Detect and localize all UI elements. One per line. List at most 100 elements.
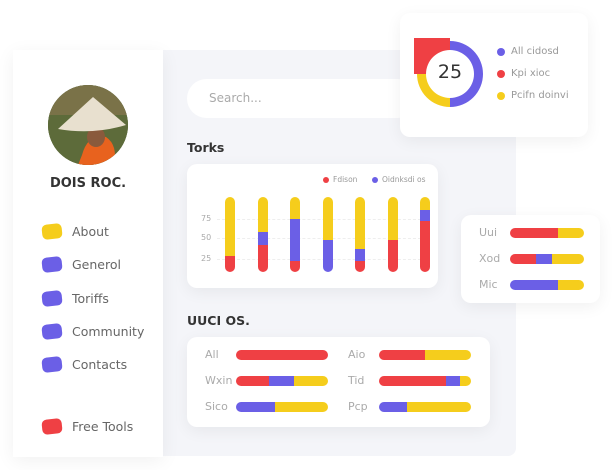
legend-label: All cidosd: [511, 46, 559, 57]
legend-item: Kpi xioc: [497, 68, 569, 79]
bar-segment-red: [379, 375, 447, 386]
bar-segment-yellow: [420, 197, 430, 210]
bar-segment-yellow: [257, 197, 268, 232]
uuci-card: All Wxin Sico Aio Tid Pcp: [187, 337, 490, 427]
y-tick: 75: [201, 214, 212, 223]
search-input[interactable]: Search...: [187, 79, 417, 118]
donut-card: 25 All cidosd Kpi xioc Pcifn doinvi: [400, 13, 588, 137]
donut-slice-red: [414, 38, 450, 74]
legend-dot: [372, 176, 378, 183]
bar-segment-red: [355, 260, 365, 272]
bar-segment-purple: [236, 401, 275, 412]
bar-row: Pcp: [348, 400, 471, 413]
legend-item: Oidnksdi os: [372, 175, 425, 184]
sidebar-item-contacts[interactable]: Contacts: [41, 355, 127, 374]
bar-row: All: [205, 348, 328, 361]
bar-label: Aio: [348, 348, 366, 361]
bar-segment-red: [236, 375, 270, 386]
nav-blob-icon: [41, 289, 63, 308]
bar-segment-yellow: [387, 197, 398, 240]
bar-segment-purple: [257, 231, 268, 245]
bar-label: Sico: [205, 400, 228, 413]
sidebar-item-free-tools[interactable]: Free Tools: [41, 417, 134, 436]
uuci-title: UUCI OS.: [187, 313, 250, 328]
bar-segment-purple: [446, 375, 460, 386]
bar: [257, 197, 268, 272]
bar-segment-purple: [290, 218, 300, 261]
legend-dot: [497, 47, 505, 56]
stacked-bar: [510, 253, 584, 264]
bar-segment-purple: [322, 239, 333, 272]
torks-chart-card: Fdison Oidnksdi os 75 50 25: [187, 164, 438, 288]
sidebar-item-label: Free Tools: [72, 419, 134, 434]
sidebar-item-community[interactable]: Community: [41, 322, 144, 341]
y-tick: 50: [201, 233, 212, 242]
sidebar-item-label: About: [72, 224, 109, 239]
bar-row: Xod: [479, 252, 584, 265]
legend-item: All cidosd: [497, 46, 569, 57]
sidebar-item-generol[interactable]: Generol: [41, 255, 121, 274]
legend-dot: [323, 176, 329, 183]
legend-item: Fdison: [323, 175, 357, 184]
donut-center-value: 25: [437, 61, 463, 83]
nav-blob-icon: [41, 355, 63, 374]
bar-segment-yellow: [225, 197, 235, 256]
bar-segment-yellow: [552, 253, 584, 264]
gridline: [217, 219, 426, 220]
legend-dot: [497, 91, 505, 100]
bar-segment-red: [387, 239, 398, 272]
bar-row: Mic: [479, 278, 584, 291]
bar-segment-yellow: [459, 375, 471, 386]
legend-label: Kpi xioc: [511, 68, 551, 79]
bar: [355, 197, 365, 272]
donut-slice-yellow: [417, 74, 450, 107]
stacked-bar: [510, 279, 584, 290]
bar-segment-red: [225, 255, 235, 272]
bar-segment-red: [379, 349, 425, 360]
bar-segment-purple: [355, 248, 365, 261]
legend-label: Fdison: [333, 175, 358, 184]
nav-blob-icon: [41, 222, 63, 241]
avatar: [48, 85, 128, 165]
stacked-bar: [379, 401, 471, 412]
sidebar-item-label: Generol: [72, 257, 121, 272]
donut-chart: [414, 38, 483, 107]
bar: [322, 197, 333, 272]
bar-label: Xod: [479, 252, 501, 265]
nav-blob-icon: [41, 417, 63, 436]
stacked-bar: [236, 401, 328, 412]
nav-blob-icon: [41, 322, 63, 341]
stacked-bar: [379, 349, 471, 360]
bar: [387, 197, 398, 272]
stacked-bar: [236, 349, 328, 360]
bar-segment-yellow: [406, 401, 471, 412]
bar-label: All: [205, 348, 219, 361]
nav-blob-icon: [41, 255, 63, 274]
torks-title: Torks: [187, 140, 225, 155]
bar-label: Wxin: [205, 374, 233, 387]
sidebar-item-about[interactable]: About: [41, 222, 109, 241]
bar-segment-red: [257, 245, 268, 272]
legend-dot: [497, 69, 505, 78]
legend-item: Pcifn doinvi: [497, 90, 569, 101]
bar: [420, 197, 430, 272]
bar-segment-yellow: [355, 197, 365, 249]
stacked-bar: [510, 227, 584, 238]
bar-row: Aio: [348, 348, 471, 361]
bar-label: Pcp: [348, 400, 368, 413]
profile-name: DOIS ROC.: [49, 176, 127, 191]
bar-segment-yellow: [425, 349, 471, 360]
bar-segment-purple: [535, 253, 553, 264]
bar-segment-purple: [379, 401, 407, 412]
bar: [225, 197, 235, 272]
bar-segment-yellow: [558, 227, 584, 238]
bar-segment-yellow: [293, 375, 328, 386]
bar-segment-yellow: [322, 197, 333, 240]
bar-segment-purple: [269, 375, 294, 386]
bar-segment-red: [510, 253, 536, 264]
bar: [290, 197, 300, 272]
bar-segment-red: [510, 227, 559, 238]
bar-segment-red: [236, 349, 328, 360]
sidebar-item-toriffs[interactable]: Toriffs: [41, 289, 109, 308]
gridline: [217, 238, 426, 239]
